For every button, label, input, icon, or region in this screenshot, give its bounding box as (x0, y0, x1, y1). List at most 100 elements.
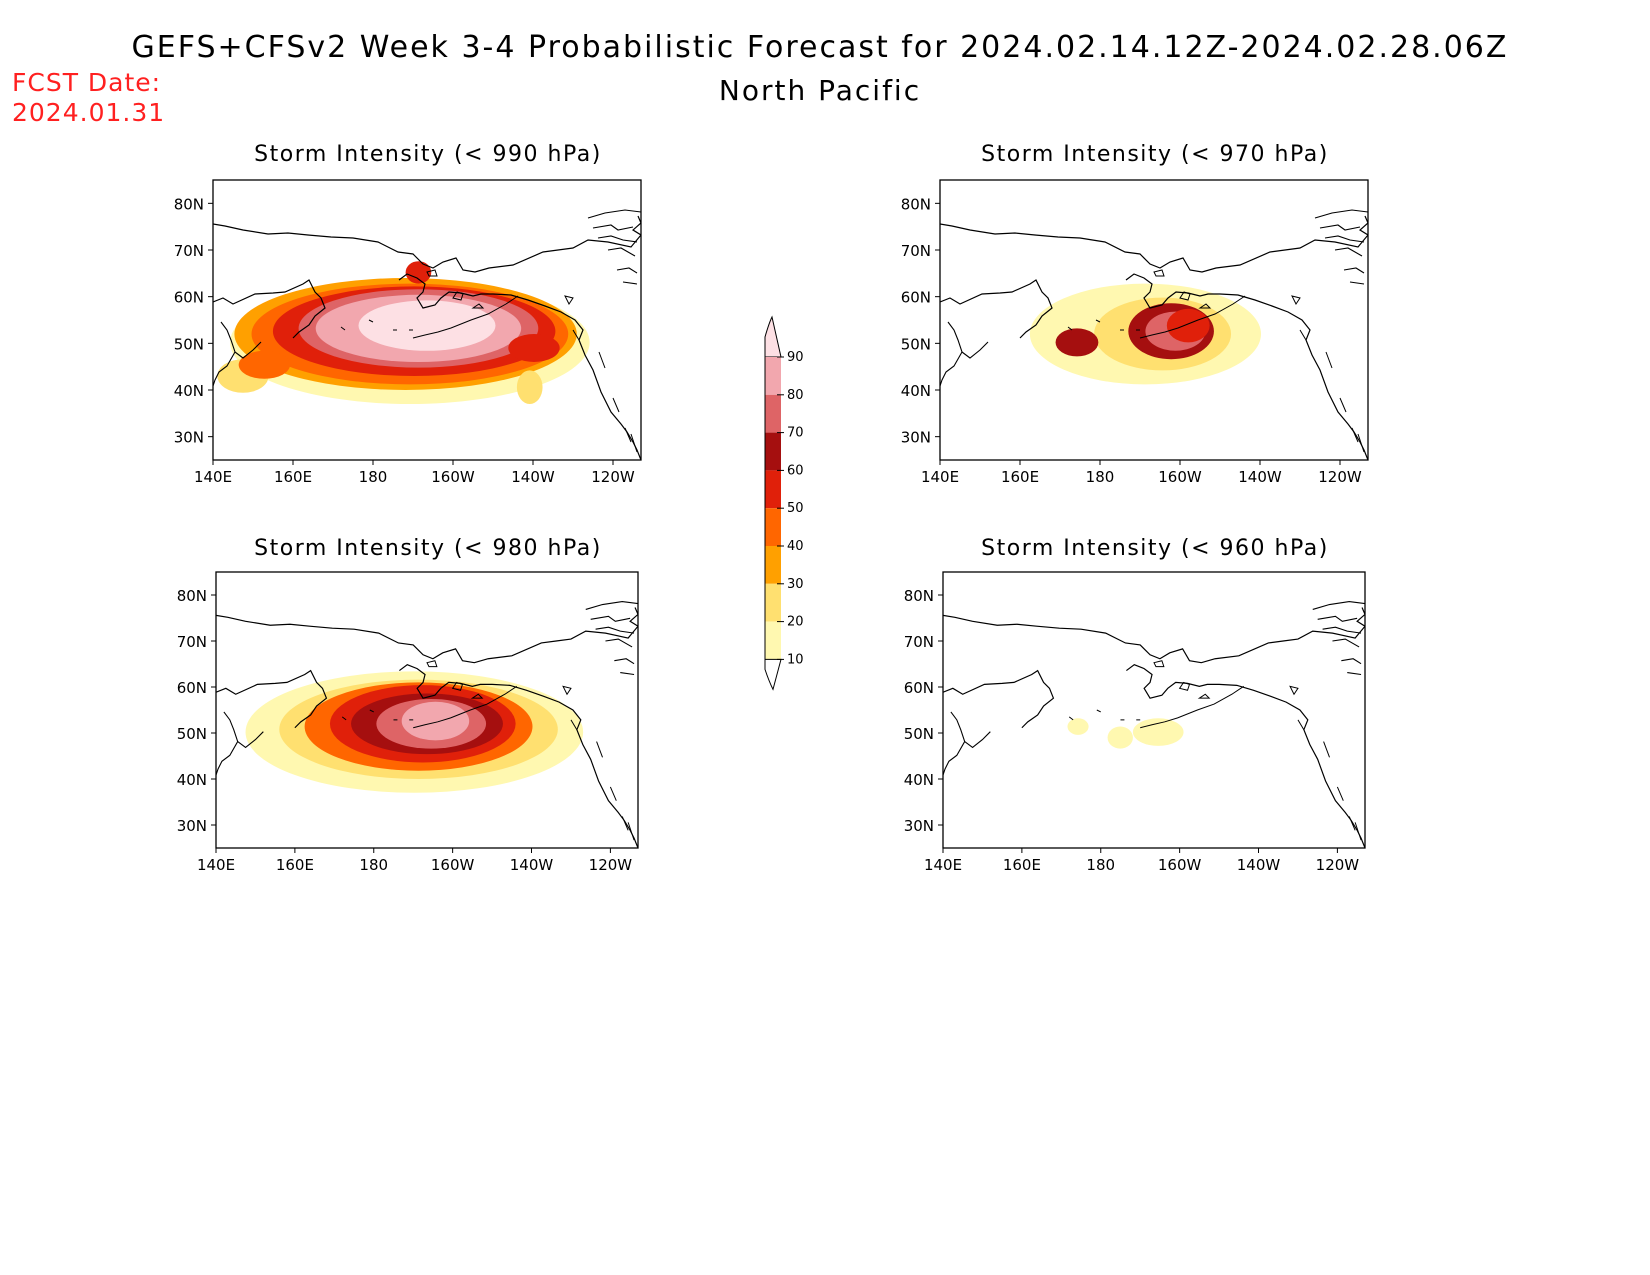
probability-field (940, 209, 1368, 460)
map-panel-p990: 80N 70N 60N 50N 40N 30N 140E 160E 180 160W 140W 120… (174, 179, 642, 486)
colorbar-swatch (765, 470, 781, 509)
lat-tick-label: 80N (177, 587, 207, 605)
probability-contour (1132, 718, 1184, 746)
map-frame (939, 179, 1369, 461)
colorbar-swatch (765, 508, 781, 546)
probability-field (216, 600, 638, 848)
colorbar-lower-extension (764, 658, 782, 691)
lon-tick-label: 160E (1003, 856, 1041, 874)
lon-tick-label: 140E (197, 856, 235, 874)
probability-field (213, 209, 641, 460)
colorbar-level-label: 80 (787, 388, 804, 403)
probability-contour (516, 370, 543, 405)
probability-contour (401, 701, 470, 741)
lat-tick-label: 40N (901, 382, 931, 400)
page-subtitle: North Pacific (718, 74, 922, 107)
map-frame (215, 571, 639, 849)
fcst-date-label: FCST Date: (12, 68, 162, 97)
lat-tick-label: 80N (901, 195, 931, 213)
colorbar-swatch (765, 621, 781, 660)
lat-tick-label: 30N (177, 817, 207, 835)
coastline (940, 209, 1368, 460)
panel-title-980: Storm Intensity (< 980 hPa) (254, 536, 602, 561)
lat-tick-label: 30N (901, 429, 931, 447)
lat-tick-label: 80N (904, 587, 934, 605)
panel-title-960: Storm Intensity (< 960 hPa) (981, 536, 1329, 561)
colorbar-level-label: 30 (787, 577, 804, 592)
colorbar-level-label: 70 (787, 426, 804, 441)
probability-contour (238, 350, 291, 379)
probability-contour (508, 334, 560, 362)
lat-tick-label: 50N (177, 725, 207, 743)
lon-tick-label: 180 (359, 468, 388, 486)
panel-title-970: Storm Intensity (< 970 hPa) (981, 142, 1329, 167)
colorbar-swatch (765, 583, 781, 622)
colorbar-swatch (765, 394, 781, 433)
lon-tick-label: 140E (194, 468, 232, 486)
lat-tick-label: 50N (174, 335, 204, 353)
lat-tick-label: 40N (174, 382, 204, 400)
lon-tick-label: 120W (1316, 856, 1360, 874)
lon-tick-label: 180 (1086, 468, 1115, 486)
lon-tick-label: 180 (359, 856, 388, 874)
colorbar-swatch (765, 432, 781, 471)
lat-tick-label: 70N (177, 633, 207, 651)
coastline (943, 600, 1365, 848)
lat-tick-label: 60N (901, 289, 931, 307)
lon-tick-label: 160W (431, 856, 475, 874)
fcst-date-value: 2024.01.31 (12, 98, 166, 127)
lon-tick-label: 140W (510, 856, 554, 874)
lat-tick-label: 60N (174, 289, 204, 307)
lon-tick-label: 140W (1238, 468, 1282, 486)
probability-contour (1055, 328, 1099, 357)
lat-tick-label: 40N (177, 771, 207, 789)
colorbar-level-label: 40 (787, 539, 804, 554)
lon-tick-label: 140E (921, 468, 959, 486)
colorbar-upper-extension (764, 315, 782, 358)
lat-tick-label: 60N (904, 679, 934, 697)
map-frame (942, 571, 1366, 849)
probability-contour (1166, 308, 1210, 343)
lon-tick-label: 140W (511, 468, 555, 486)
probability-field (943, 600, 1365, 848)
probability-contour (1107, 726, 1133, 749)
map-panel-p970: 80N 70N 60N 50N 40N 30N 140E 160E 180 160W 140W 120… (901, 179, 1369, 486)
colorbar-level-label: 20 (787, 615, 804, 630)
colorbar-swatch (765, 546, 781, 584)
lon-tick-label: 120W (1318, 468, 1362, 486)
page-title: GEFS+CFSv2 Week 3-4 Probabilistic Foreca… (131, 30, 1509, 65)
probability-contour (358, 300, 496, 351)
colorbar: 90 80 70 60 50 40 30 20 10 (764, 315, 804, 691)
lat-tick-label: 70N (901, 242, 931, 260)
lat-tick-label: 70N (174, 242, 204, 260)
lon-tick-label: 120W (589, 856, 633, 874)
lon-tick-label: 160E (276, 856, 314, 874)
lat-tick-label: 60N (177, 679, 207, 697)
lat-tick-label: 40N (904, 771, 934, 789)
probability-contour (405, 261, 432, 284)
lon-tick-label: 160W (431, 468, 475, 486)
lon-tick-label: 160E (274, 468, 312, 486)
lon-tick-label: 160W (1158, 856, 1202, 874)
lat-tick-label: 30N (904, 817, 934, 835)
map-panel-p980: 80N 70N 60N 50N 40N 30N 140E 160E 180 160W 140W 120… (177, 571, 639, 874)
lat-tick-label: 30N (174, 429, 204, 447)
colorbar-swatch (765, 357, 781, 395)
lon-tick-label: 180 (1086, 856, 1115, 874)
lat-tick-label: 70N (904, 633, 934, 651)
colorbar-level-label: 50 (787, 501, 804, 516)
colorbar-level-label: 60 (787, 463, 804, 478)
lat-tick-label: 80N (174, 195, 204, 213)
colorbar-level-label: 10 (787, 652, 804, 667)
lon-tick-label: 140W (1237, 856, 1281, 874)
map-panel-p960: 80N 70N 60N 50N 40N 30N 140E 160E 180 160W 140W 120… (904, 571, 1366, 874)
map-frame (212, 179, 642, 461)
lon-tick-label: 160E (1001, 468, 1039, 486)
lat-tick-label: 50N (901, 335, 931, 353)
probability-contour (1067, 718, 1089, 735)
panel-title-990: Storm Intensity (< 990 hPa) (254, 142, 602, 167)
lon-tick-label: 160W (1158, 468, 1202, 486)
lon-tick-label: 120W (591, 468, 635, 486)
lat-tick-label: 50N (904, 725, 934, 743)
